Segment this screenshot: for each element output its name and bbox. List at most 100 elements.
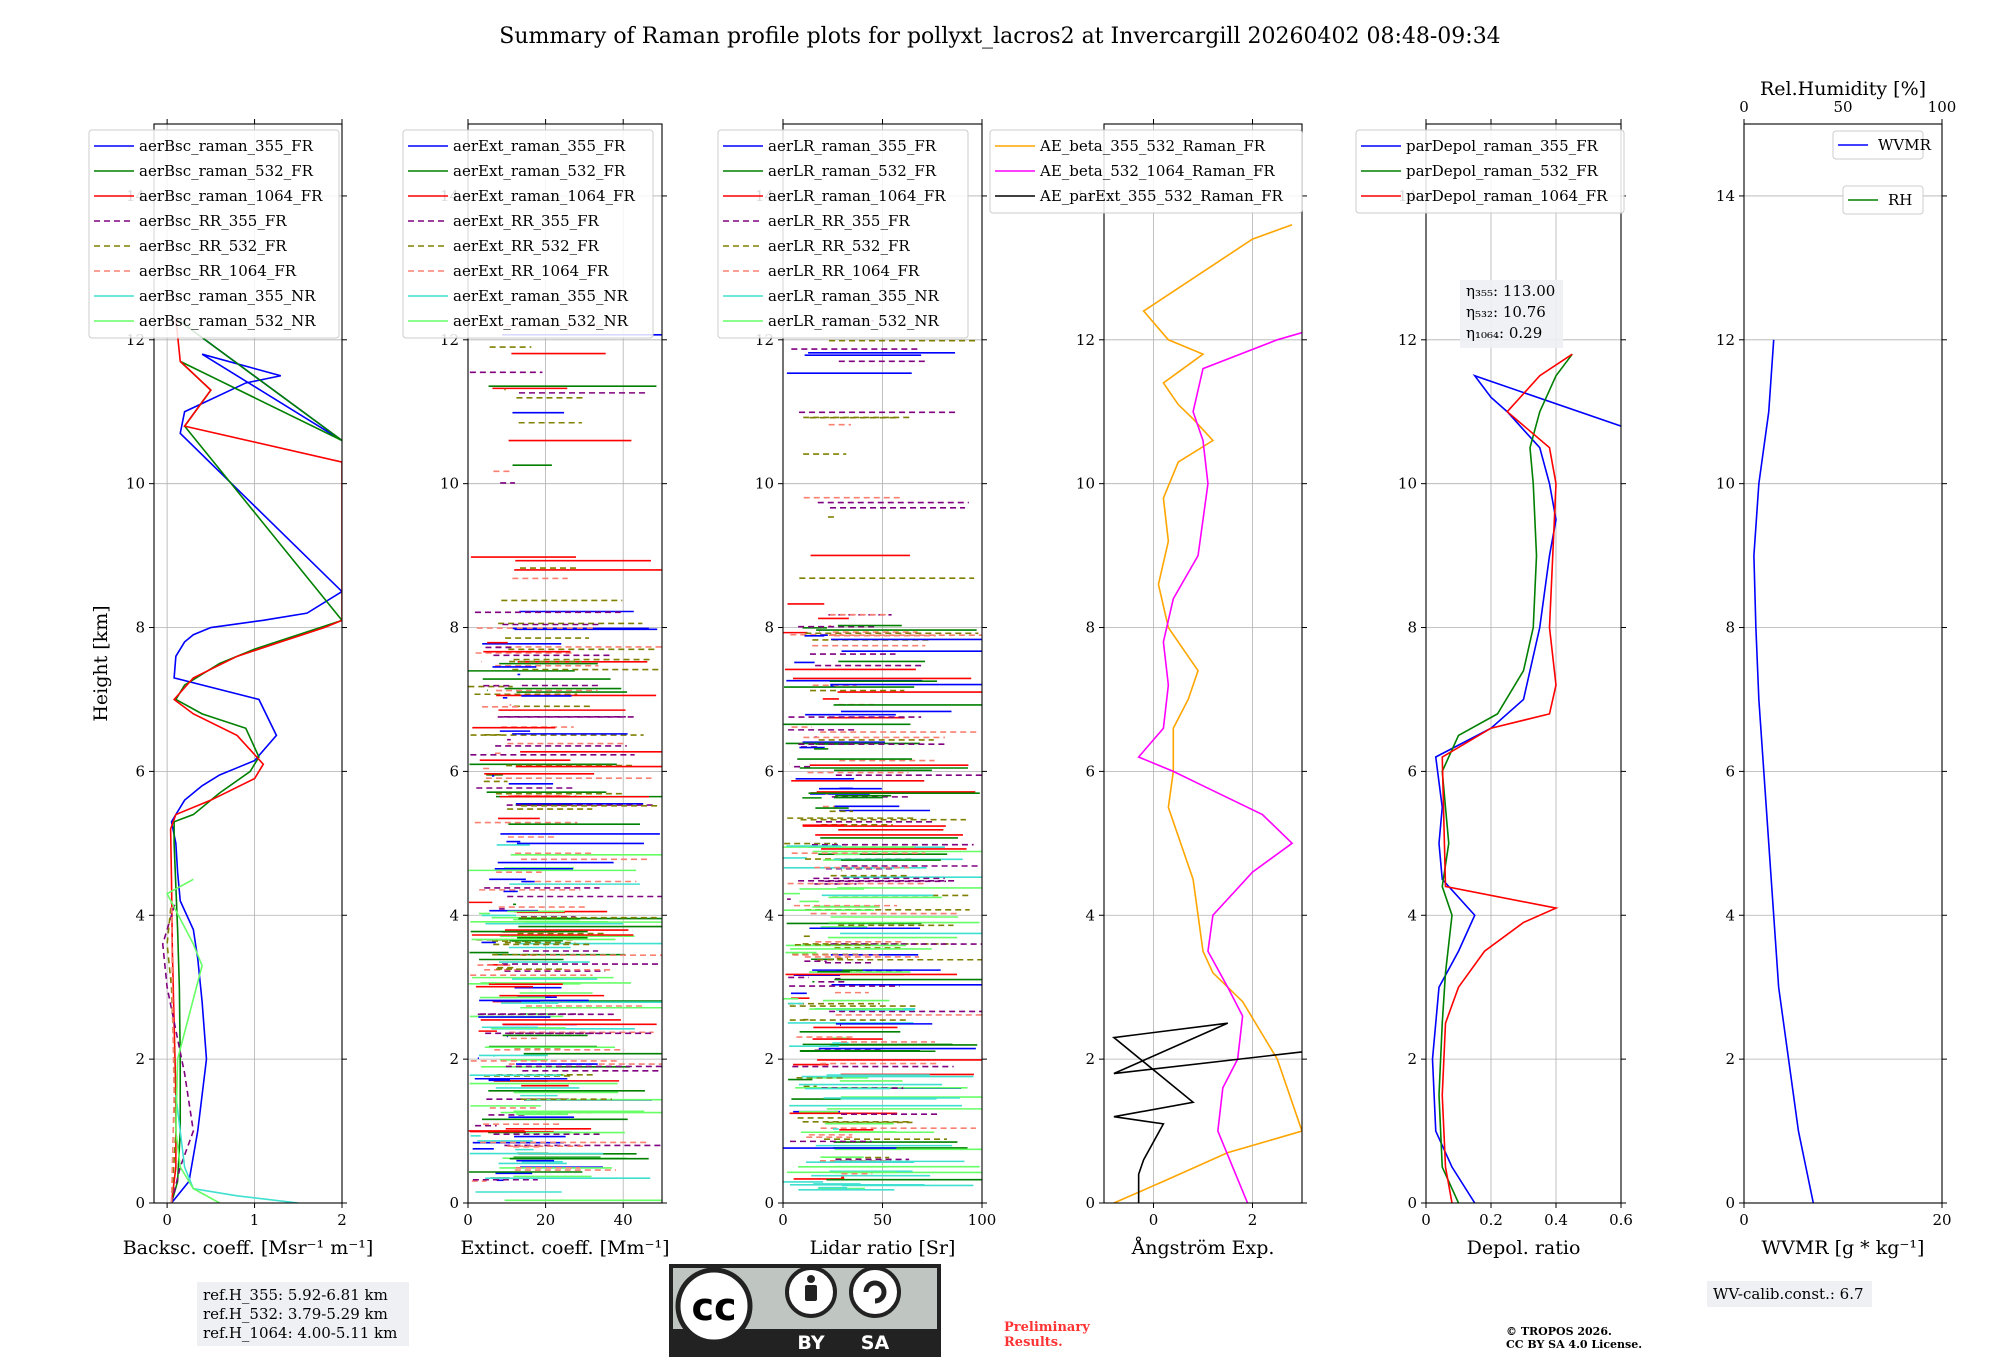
y-tick-label: 0 bbox=[1725, 1194, 1735, 1212]
y-tick-label: 6 bbox=[1407, 762, 1417, 780]
attribution-head bbox=[807, 1275, 815, 1283]
legend-label: aerLR_RR_355_FR bbox=[768, 212, 910, 230]
eta-box: η₃₅₅: 113.00 η₅₃₂: 10.76 η₁₀₆₄: 0.29 bbox=[1460, 280, 1563, 348]
x-axis-label: WVMR [g * kg⁻¹] bbox=[1762, 1237, 1925, 1259]
series-line-aerBsc_raman_1064_FR bbox=[169, 318, 342, 1203]
series-line-aerBsc_RR_1064_FR bbox=[170, 900, 175, 1203]
y-tick-label: 6 bbox=[1725, 762, 1735, 780]
copyright-line-1: © TROPOS 2026. bbox=[1506, 1325, 1612, 1338]
y-axis-label: Height [km] bbox=[90, 605, 112, 721]
y-tick-label: 8 bbox=[764, 619, 774, 637]
legend-label: aerExt_RR_1064_FR bbox=[453, 262, 609, 280]
y-tick-label: 2 bbox=[135, 1050, 145, 1068]
x-tick-label: 0.6 bbox=[1609, 1211, 1633, 1229]
legend-label: AE_beta_355_532_Raman_FR bbox=[1039, 137, 1266, 155]
series-line-AE_beta_355_532_Raman_FR bbox=[1113, 223, 1302, 1203]
legend-label: aerExt_raman_355_FR bbox=[453, 137, 626, 155]
series-line-WVMR bbox=[1753, 339, 1815, 1203]
y-tick-label: 4 bbox=[1725, 906, 1735, 924]
x-axis-label: Depol. ratio bbox=[1467, 1237, 1581, 1259]
series-line-aerBsc_raman_355_NR bbox=[175, 1095, 299, 1203]
x-tick-label: 100 bbox=[968, 1211, 997, 1229]
y-tick-label: 12 bbox=[1076, 331, 1095, 349]
legend-label: aerLR_raman_1064_FR bbox=[768, 187, 946, 205]
y-tick-label: 2 bbox=[764, 1050, 774, 1068]
eta-532: η₅₃₂: 10.76 bbox=[1466, 303, 1546, 321]
y-tick-label: 14 bbox=[1716, 187, 1735, 205]
y-tick-label: 8 bbox=[1725, 619, 1735, 637]
ref-h-1064: ref.H_1064: 4.00-5.11 km bbox=[203, 1324, 397, 1342]
x-tick-label: 50 bbox=[873, 1211, 892, 1229]
legend-label: aerBsc_raman_355_FR bbox=[139, 137, 314, 155]
legend-label: aerBsc_raman_355_NR bbox=[139, 287, 316, 305]
legend-label: aerExt_raman_532_NR bbox=[453, 312, 629, 330]
copyright-line-2: CC BY SA 4.0 License. bbox=[1506, 1338, 1642, 1351]
y-tick-label: 10 bbox=[1076, 475, 1095, 493]
legend: aerBsc_raman_355_FR aerBsc_raman_532_FRae… bbox=[88, 129, 340, 339]
y-tick-label: 0 bbox=[764, 1194, 774, 1212]
plot-area bbox=[783, 320, 982, 1191]
legend-label: parDepol_raman_355_FR bbox=[1406, 137, 1599, 155]
panel-lidar_ratio: 02468101214050100Lidar ratio [Sr]aerLR_r… bbox=[717, 119, 997, 1259]
legend-label: aerLR_raman_532_NR bbox=[768, 312, 939, 330]
legend-label: aerBsc_RR_532_FR bbox=[139, 237, 287, 255]
y-tick-label: 8 bbox=[1407, 619, 1417, 637]
panel-water_vapor: 0246810121402040WVMR [g * kg⁻¹]050100Rel… bbox=[1716, 78, 1957, 1259]
y-tick-label: 10 bbox=[1716, 475, 1735, 493]
top-axis-label: Rel.Humidity [%] bbox=[1760, 78, 1926, 100]
axes-frame bbox=[1103, 123, 1303, 1204]
legend-label: aerLR_raman_355_NR bbox=[768, 287, 939, 305]
x-tick-label: 1 bbox=[250, 1211, 260, 1229]
y-tick-label: 6 bbox=[449, 762, 459, 780]
y-tick-label: 10 bbox=[1398, 475, 1417, 493]
ref-h-532: ref.H_532: 3.79-5.29 km bbox=[203, 1305, 388, 1323]
plot-area bbox=[161, 317, 342, 1203]
y-tick-label: 6 bbox=[764, 762, 774, 780]
x-tick-label: 0 bbox=[1421, 1211, 1431, 1229]
axes-frame bbox=[153, 123, 343, 1204]
legend-label: RH bbox=[1888, 191, 1912, 209]
legend-label: aerBsc_raman_1064_FR bbox=[139, 187, 323, 205]
ref-h-355: ref.H_355: 5.92-6.81 km bbox=[203, 1286, 388, 1304]
cc-glyph: cc bbox=[691, 1285, 736, 1329]
y-tick-label: 0 bbox=[1407, 1194, 1417, 1212]
legend-label: AE_beta_532_1064_Raman_FR bbox=[1039, 162, 1275, 180]
y-tick-label: 2 bbox=[1085, 1050, 1095, 1068]
top-tick-label: 100 bbox=[1928, 98, 1957, 116]
axes-frame bbox=[467, 123, 663, 1204]
legend: AE_beta_355_532_Raman_FR AE_beta_532_1064… bbox=[989, 129, 1303, 214]
x-tick-label: 20 bbox=[1932, 1211, 1951, 1229]
cc-circle-icon bbox=[675, 1267, 753, 1345]
y-tick-label: 8 bbox=[1085, 619, 1095, 637]
y-tick-label: 10 bbox=[440, 475, 459, 493]
plot-area bbox=[1431, 353, 1621, 1203]
legend-label: AE_parExt_355_532_Raman_FR bbox=[1039, 187, 1284, 205]
y-tick-label: 12 bbox=[1398, 331, 1417, 349]
eta-1064: η₁₀₆₄: 0.29 bbox=[1466, 324, 1542, 342]
reference-height-box: ref.H_355: 5.92-6.81 km ref.H_532: 3.79-… bbox=[197, 1282, 409, 1346]
share-alike-icon bbox=[849, 1266, 901, 1318]
legend-label: aerBsc_RR_355_FR bbox=[139, 212, 287, 230]
panel-backscatter: 02468101214012Backsc. coeff. [Msr⁻¹ m⁻¹]… bbox=[88, 119, 373, 1259]
panel-angstrom: 0246810121402Ångström Exp.AE_beta_355_53… bbox=[989, 119, 1307, 1259]
eta-355: η₃₅₅: 113.00 bbox=[1466, 282, 1555, 300]
x-tick-label: 2 bbox=[1248, 1211, 1258, 1229]
x-tick-label: 0 bbox=[463, 1211, 473, 1229]
legend-label: aerLR_raman_355_FR bbox=[768, 137, 937, 155]
x-tick-label: 0.2 bbox=[1479, 1211, 1503, 1229]
x-axis-label: Lidar ratio [Sr] bbox=[810, 1237, 956, 1259]
y-tick-label: 2 bbox=[449, 1050, 459, 1068]
legend: WVMR RH bbox=[1832, 130, 1932, 215]
legend: parDepol_raman_355_FR parDepol_raman_532_… bbox=[1355, 129, 1625, 214]
wv-calib-text: WV-calib.const.: 6.7 bbox=[1713, 1285, 1864, 1303]
share-alike-arrow bbox=[863, 1280, 887, 1304]
legend-label: aerExt_RR_532_FR bbox=[453, 237, 600, 255]
x-tick-label: 0 bbox=[1739, 1211, 1749, 1229]
plot-area bbox=[468, 325, 662, 1202]
x-tick-label: 20 bbox=[536, 1211, 555, 1229]
x-tick-label: 0 bbox=[778, 1211, 788, 1229]
y-tick-label: 4 bbox=[449, 906, 459, 924]
x-axis-label: Extinct. coeff. [Mm⁻¹] bbox=[460, 1237, 669, 1259]
y-tick-label: 0 bbox=[449, 1194, 459, 1212]
